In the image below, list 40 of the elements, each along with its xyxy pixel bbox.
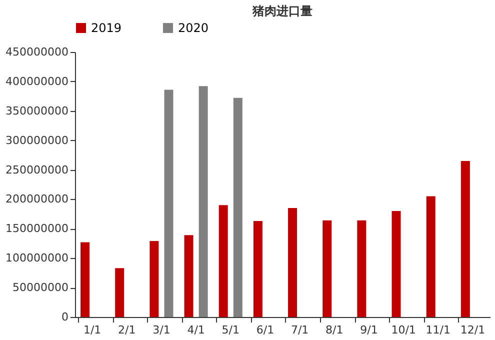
- y-tick-label: 150000000: [6, 222, 68, 236]
- x-tick-label: 6/1: [256, 324, 274, 336]
- x-tick-label: 10/1: [391, 324, 416, 336]
- bar: [253, 221, 262, 317]
- legend-label: 2020: [178, 21, 209, 35]
- bar: [80, 242, 90, 317]
- chart-title: 猪肉进口量: [252, 4, 312, 18]
- y-tick-label: 100000000: [6, 252, 68, 265]
- bar: [460, 160, 470, 317]
- x-tick-label: 4/1: [187, 324, 205, 336]
- bar: [184, 235, 194, 317]
- bar: [150, 241, 159, 317]
- x-tick-label: 2/1: [118, 324, 136, 336]
- legend-label: 2019: [91, 21, 122, 35]
- y-tick-label: 450000000: [6, 46, 68, 58]
- y-tick-label: 300000000: [6, 134, 68, 147]
- y-tick-label: 200000000: [6, 192, 68, 206]
- y-tick-label: 250000000: [6, 163, 68, 176]
- bar: [218, 205, 228, 317]
- x-tick-label: 8/1: [326, 324, 344, 336]
- bar: [357, 220, 366, 317]
- y-tick-label: 50000000: [12, 281, 68, 294]
- x-tick-label: 3/1: [152, 324, 170, 336]
- x-tick-label: 9/1: [360, 324, 378, 336]
- bar: [322, 220, 332, 317]
- bar: [198, 86, 208, 317]
- bar: [164, 90, 174, 317]
- y-tick-label: 350000000: [6, 104, 68, 118]
- bar: [115, 268, 124, 317]
- x-tick-label: 11/1: [426, 324, 450, 336]
- x-tick-label: 12/1: [460, 324, 486, 336]
- y-tick-label: 400000000: [6, 74, 68, 88]
- x-tick-label: 1/1: [83, 324, 102, 336]
- bar: [426, 196, 436, 317]
- bar: [233, 98, 242, 317]
- y-tick-label: 0: [62, 310, 68, 324]
- bar: [288, 208, 298, 317]
- bar: [392, 211, 401, 317]
- x-tick-label: 5/1: [222, 324, 240, 336]
- x-tick-label: 7/1: [290, 324, 309, 336]
